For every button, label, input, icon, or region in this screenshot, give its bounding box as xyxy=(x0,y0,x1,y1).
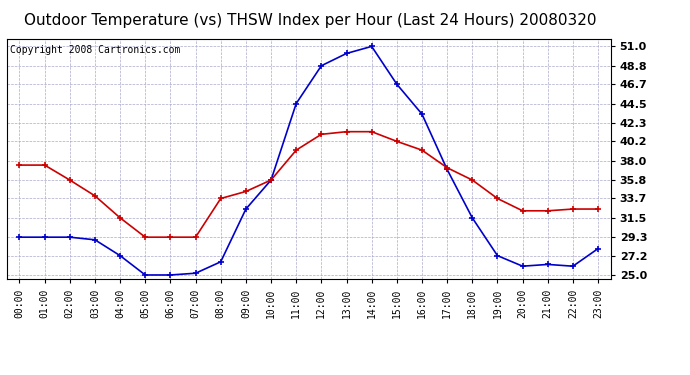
Text: Outdoor Temperature (vs) THSW Index per Hour (Last 24 Hours) 20080320: Outdoor Temperature (vs) THSW Index per … xyxy=(24,13,597,28)
Text: Copyright 2008 Cartronics.com: Copyright 2008 Cartronics.com xyxy=(10,45,180,56)
